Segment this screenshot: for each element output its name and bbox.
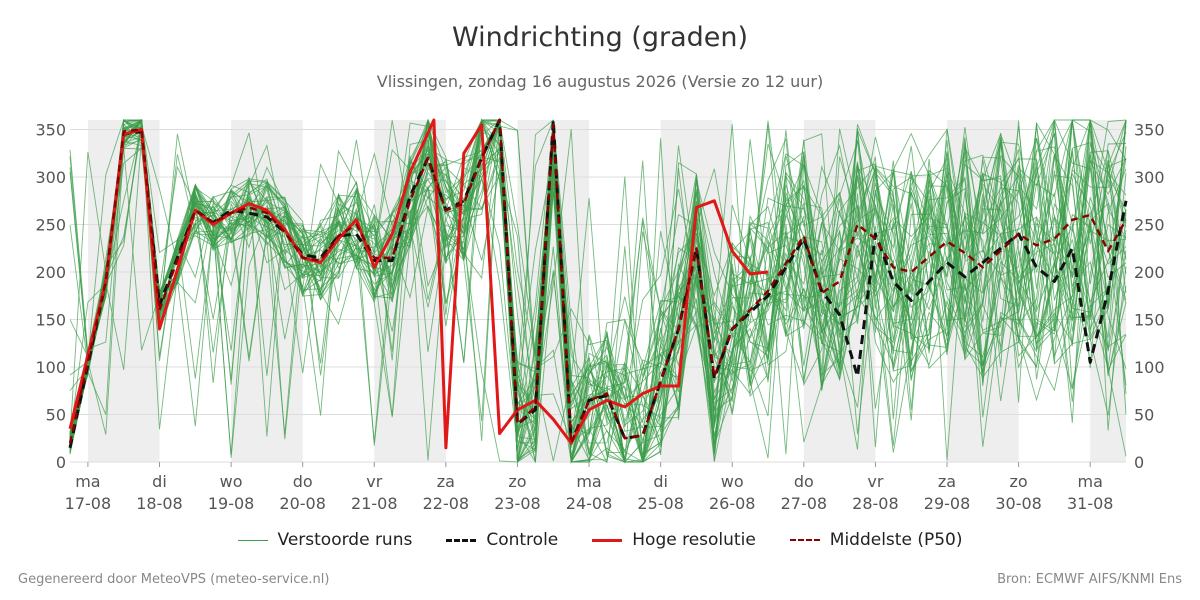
ensemble-run-49: [69, 118, 1127, 463]
footer-source: Bron: ECMWF AIFS/KNMI Ens: [997, 572, 1182, 587]
forecast-series: [68, 118, 1128, 450]
x-tick-date-10: 27-08: [781, 494, 828, 513]
chart-subtitle: Vlissingen, zondag 16 augustus 2026 (Ver…: [376, 72, 824, 91]
x-tick-date-8: 25-08: [637, 494, 684, 513]
x-tick-date-12: 29-08: [924, 494, 971, 513]
legend-label-median: Middelste (P50): [829, 530, 963, 550]
legend-item-ensemble: Verstoorde runs: [237, 530, 413, 550]
x-tick-date-13: 30-08: [995, 494, 1042, 513]
y-tick-left-300: 300: [35, 168, 66, 187]
x-tick-date-0: 17-08: [65, 494, 112, 513]
legend-item-control: Controle: [446, 530, 558, 550]
x-tick-day-11: vr: [867, 472, 883, 491]
y-tick-left-200: 200: [35, 263, 66, 282]
y-tick-right-200: 200: [1134, 263, 1165, 282]
legend-line-control: [446, 538, 477, 542]
y-tick-left-100: 100: [35, 358, 66, 377]
footer-credit: Gegenereerd door MeteoVPS (meteo-service…: [18, 572, 330, 587]
ensemble-run-44: [69, 118, 1127, 463]
y-tick-right-250: 250: [1134, 216, 1165, 235]
ensemble-run-46: [69, 119, 1127, 463]
y-tick-left-150: 150: [35, 311, 66, 330]
series-median: [68, 118, 1128, 445]
legend-item-median: Middelste (P50): [789, 530, 963, 550]
y-tick-right-350: 350: [1134, 121, 1165, 140]
ensemble-run-31: [69, 118, 1127, 463]
ensemble-run-40: [69, 119, 1127, 463]
x-tick-day-10: do: [794, 472, 814, 491]
x-tick-date-5: 22-08: [423, 494, 470, 513]
ensemble-run-39: [69, 119, 1127, 463]
x-tick-day-1: di: [152, 472, 167, 491]
legend-line-hires: [592, 538, 623, 542]
x-tick-date-11: 28-08: [852, 494, 899, 513]
x-tick-day-7: ma: [576, 472, 601, 491]
x-tick-day-5: za: [437, 472, 455, 491]
x-tick-date-4: 21-08: [351, 494, 398, 513]
legend: Verstoorde runs Controle Hoge resolutie …: [0, 530, 1200, 550]
legend-line-median: [789, 539, 820, 541]
y-tick-left-350: 350: [35, 121, 66, 140]
x-tick-day-14: ma: [1078, 472, 1103, 491]
y-tick-left-0: 0: [56, 453, 66, 472]
legend-item-hires: Hoge resolutie: [592, 530, 756, 550]
legend-line-ensemble: [237, 539, 268, 541]
ensemble-run-37: [69, 118, 1127, 464]
y-axis-right: 0 50 100 150 200 250 300 350: [1134, 121, 1165, 473]
ensemble-runs: [69, 118, 1127, 464]
series-control: [68, 118, 1128, 449]
x-tick-day-6: zo: [508, 472, 526, 491]
x-tick-day-4: vr: [366, 472, 382, 491]
x-tick-date-6: 23-08: [494, 494, 541, 513]
y-tick-left-50: 50: [46, 406, 66, 425]
night-band-1: [231, 120, 303, 462]
x-tick-date-7: 24-08: [566, 494, 613, 513]
y-tick-right-150: 150: [1134, 311, 1165, 330]
x-tick-day-3: do: [293, 472, 313, 491]
x-tick-day-13: zo: [1010, 472, 1028, 491]
x-tick-day-12: za: [938, 472, 956, 491]
y-tick-left-250: 250: [35, 216, 66, 235]
y-axis-left: 0 50 100 150 200 250 300 350: [35, 121, 66, 473]
x-tick-day-2: wo: [220, 472, 243, 491]
y-tick-right-300: 300: [1134, 168, 1165, 187]
wind-direction-chart: 0 50 100 150 200 250 300 350 0 50 100 150 200 250 300…: [35, 118, 1165, 513]
x-tick-day-0: ma: [75, 472, 100, 491]
x-tick-date-14: 31-08: [1067, 494, 1114, 513]
x-tick-day-9: wo: [721, 472, 744, 491]
chart-title: Windrichting (graden): [451, 22, 749, 53]
ensemble-run-23: [69, 119, 1127, 464]
y-tick-right-0: 0: [1134, 453, 1144, 472]
ensemble-run-41: [69, 118, 1127, 463]
x-tick-date-2: 19-08: [208, 494, 255, 513]
x-axis: ma 17-08 di 18-08 wo 19-08 do 20-08 vr 21-08 za 22-…: [65, 462, 1114, 513]
legend-label-control: Controle: [486, 530, 559, 550]
y-tick-right-50: 50: [1134, 406, 1154, 425]
y-tick-right-100: 100: [1134, 358, 1165, 377]
legend-label-ensemble: Verstoorde runs: [277, 530, 413, 550]
x-tick-date-3: 20-08: [279, 494, 326, 513]
x-tick-day-8: di: [653, 472, 668, 491]
x-tick-date-1: 18-08: [136, 494, 183, 513]
x-tick-date-9: 26-08: [709, 494, 756, 513]
ensemble-run-48: [69, 119, 1127, 456]
legend-label-hires: Hoge resolutie: [632, 530, 756, 550]
